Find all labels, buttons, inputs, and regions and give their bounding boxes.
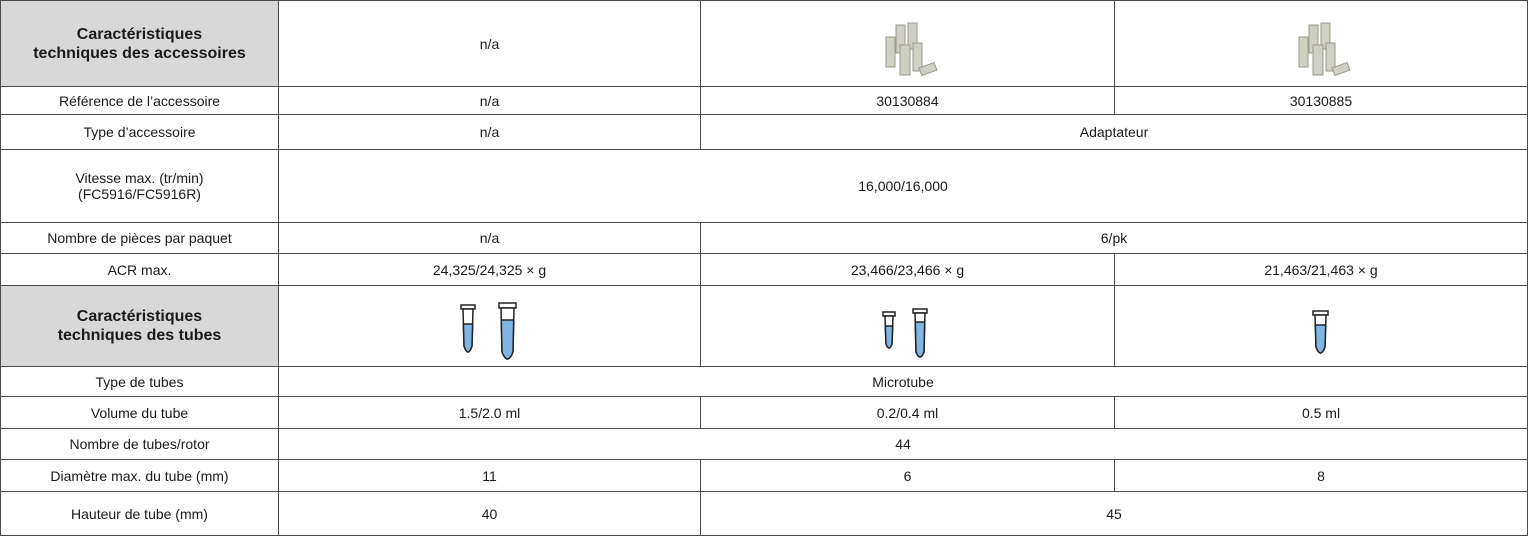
- cell: 30130884: [701, 87, 1115, 115]
- cell: 6/pk: [701, 223, 1528, 254]
- cell: 40: [279, 492, 701, 536]
- image-cell: [701, 286, 1115, 367]
- tube-icon: [1309, 305, 1333, 363]
- image-cell: [701, 1, 1115, 87]
- cell: 0.2/0.4 ml: [701, 397, 1115, 429]
- cell: 30130885: [1115, 87, 1528, 115]
- row-label: Nombre de pièces par paquet: [1, 223, 279, 254]
- cell: 1.5/2.0 ml: [279, 397, 701, 429]
- row-label: Type de tubes: [1, 367, 279, 397]
- tube-icons: [455, 302, 525, 366]
- section-header: Caractéristiques techniques des accessoi…: [1, 1, 279, 87]
- image-cell: [279, 286, 701, 367]
- row-label: Type d’accessoire: [1, 115, 279, 150]
- section-header: Caractéristiques techniques des tubes: [1, 286, 279, 367]
- cell: 24,325/24,325 × g: [279, 254, 701, 286]
- row-label: Volume du tube: [1, 397, 279, 429]
- cell: 11: [279, 460, 701, 492]
- cell: n/a: [279, 1, 701, 87]
- image-cell: [1115, 1, 1528, 87]
- cell: n/a: [279, 223, 701, 254]
- image-cell: [1115, 286, 1528, 367]
- row-label: Diamètre max. du tube (mm): [1, 460, 279, 492]
- adapter-image: [878, 21, 938, 83]
- row-label: Référence de l’accessoire: [1, 87, 279, 115]
- cell: n/a: [279, 115, 701, 150]
- cell: 44: [279, 429, 1528, 460]
- cell: 8: [1115, 460, 1528, 492]
- row-label: Hauteur de tube (mm): [1, 492, 279, 536]
- cell: Microtube: [279, 367, 1528, 397]
- cell: n/a: [279, 87, 701, 115]
- cell: 23,466/23,466 × g: [701, 254, 1115, 286]
- cell: 21,463/21,463 × g: [1115, 254, 1528, 286]
- cell: Adaptateur: [701, 115, 1528, 150]
- row-label: ACR max.: [1, 254, 279, 286]
- cell: 0.5 ml: [1115, 397, 1528, 429]
- cell: 16,000/16,000: [279, 150, 1528, 223]
- row-label: Nombre de tubes/rotor: [1, 429, 279, 460]
- adapter-image: [1291, 21, 1351, 83]
- row-label: Vitesse max. (tr/min) (FC5916/FC5916R): [1, 150, 279, 223]
- spec-table: Caractéristiques techniques des accessoi…: [0, 0, 1528, 536]
- cell: 45: [701, 492, 1528, 536]
- tube-icons: [878, 304, 938, 364]
- cell: 6: [701, 460, 1115, 492]
